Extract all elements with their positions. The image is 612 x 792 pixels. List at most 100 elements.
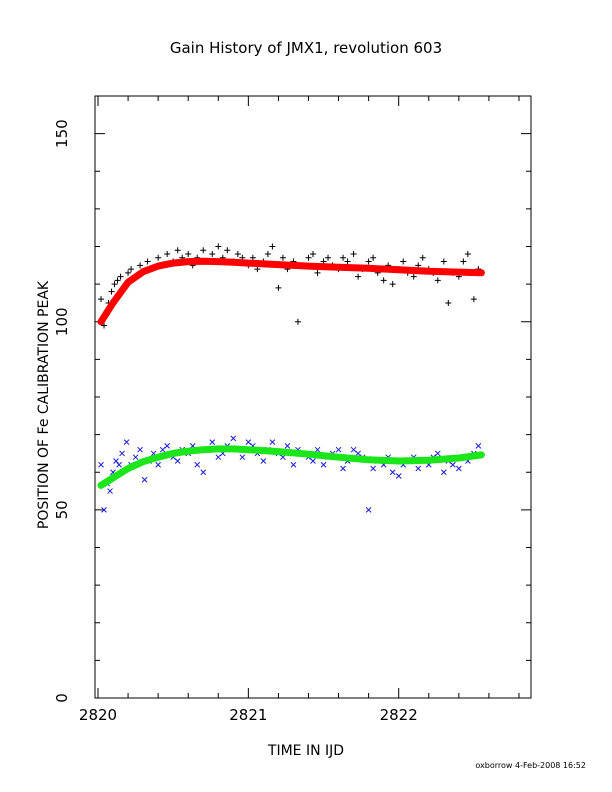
data-point-cross [155,461,161,468]
data-point-plus [155,254,162,261]
data-point-plus [174,247,181,254]
data-point-plus [137,262,144,269]
y-axis-label: POSITION OF Fe CALIBRATION PEAK [36,280,52,529]
data-point-cross [290,461,297,468]
data-point-cross [389,469,396,476]
data-point-plus [249,254,256,261]
x-tick-label: 2822 [380,706,418,724]
data-point-plus [279,254,286,261]
data-point-plus [440,258,447,265]
data-point-plus [470,296,477,303]
data-point-plus [419,254,426,261]
data-point-plus [185,251,192,258]
data-point-plus [111,281,118,288]
data-point-cross [340,465,346,472]
data-point-cross [200,469,207,476]
y-axis-tick-labels: 0 50 100 150 [53,119,71,702]
data-point-cross [365,507,372,513]
data-point-cross [123,439,130,446]
data-point-plus [365,258,372,265]
data-point-plus [434,277,441,284]
y-tick-label: 50 [53,500,71,519]
x-axis-tick-labels: 2820 2821 2822 [79,706,418,724]
data-point-cross [194,461,201,468]
data-point-cross [335,446,342,453]
data-point-plus [200,247,207,254]
data-point-cross [475,443,482,449]
data-point-plus [314,269,321,276]
y-tick-label: 150 [53,119,71,148]
data-point-cross [239,454,246,461]
x-axis-label: TIME IN IJD [267,743,344,759]
data-point-plus [445,299,452,306]
data-point-cross [320,461,327,468]
data-point-plus [108,288,115,295]
y-axis-ticks [95,95,531,699]
data-point-plus [254,266,261,273]
data-point-cross [159,446,166,453]
data-point-plus [380,277,387,284]
data-point-plus [310,251,316,258]
data-point-cross [370,465,376,472]
data-point-cross [260,458,267,464]
data-point-plus [355,273,362,280]
data-point-plus [128,266,135,273]
data-point-cross [355,450,361,457]
x-axis-ticks [97,96,520,698]
data-point-cross [245,439,252,446]
data-point-cross [415,465,422,472]
data-point-cross [119,450,125,457]
series-1 [98,435,482,513]
data-point-cross [116,461,122,468]
data-point-cross [137,446,143,453]
data-point-plus [209,251,216,258]
data-point-plus [344,258,351,265]
x-tick-label: 2820 [79,706,117,724]
data-point-plus [389,281,396,288]
data-point-cross [107,488,113,494]
data-point-plus [410,273,417,280]
data-point-cross [230,435,237,442]
data-point-cross [434,450,441,457]
data-point-plus [144,258,151,265]
data-point-plus [215,243,222,250]
data-point-cross [132,454,139,461]
series-3 [97,445,485,489]
data-point-cross [215,454,222,461]
data-point-cross [174,458,181,464]
fit-curve-line [97,257,485,326]
data-point-plus [117,273,124,280]
data-point-plus [350,251,357,258]
data-point-cross [455,465,462,472]
data-point-plus [464,251,471,258]
data-point-cross [101,507,107,513]
data-point-cross [98,461,104,468]
data-point-cross [449,461,456,468]
data-point-cross [113,458,119,464]
data-point-plus [460,258,467,265]
data-point-plus [294,318,301,325]
data-point-cross [310,458,316,464]
fit-curve-line [97,445,485,489]
data-point-plus [98,296,105,303]
data-point-cross [395,473,402,479]
data-point-plus [370,254,377,261]
data-point-cross [269,439,276,446]
data-point-plus [125,269,132,276]
footer-credit: oxborrow 4-Feb-2008 16:52 [475,761,586,770]
data-point-cross [209,439,216,446]
data-point-plus [114,277,121,284]
data-point-plus [224,247,231,254]
series-2 [97,257,485,326]
series-0 [98,243,482,329]
data-point-cross [440,469,447,476]
data-point-plus [164,251,171,258]
data-point-cross [141,476,148,483]
series-layer [97,243,485,513]
data-point-plus [400,258,407,265]
data-point-plus [264,251,271,258]
y-tick-label: 0 [53,693,71,703]
plot-frame [94,95,532,699]
data-point-cross [314,446,321,453]
data-point-plus [275,284,282,291]
